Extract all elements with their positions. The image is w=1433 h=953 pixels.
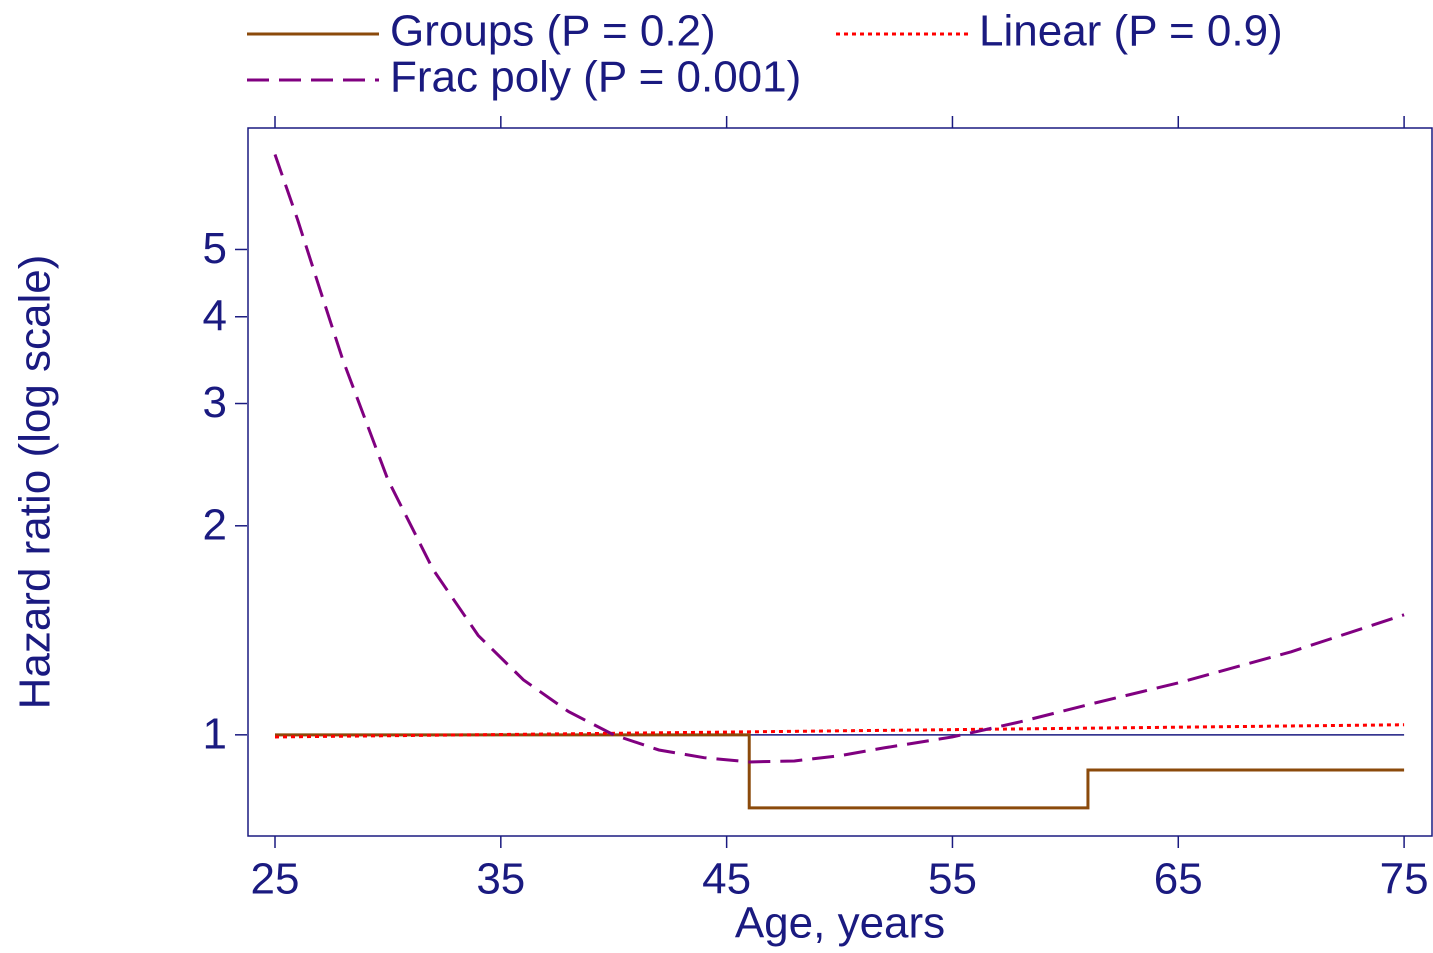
x-tick-label: 75 [1380, 855, 1429, 904]
y-tick-label: 5 [203, 224, 227, 273]
legend-label: Frac poly (P = 0.001) [390, 53, 801, 102]
plot-frame [247, 127, 1433, 837]
x-axis-label: Age, years [735, 899, 945, 948]
x-tick-label: 45 [702, 855, 751, 904]
y-tick-label: 3 [203, 378, 227, 427]
x-tick-label: 25 [251, 855, 300, 904]
y-tick-label: 4 [203, 291, 227, 340]
series-line [273, 154, 1405, 764]
x-tick-label: 65 [1154, 855, 1203, 904]
series-line [275, 733, 1405, 810]
y-tick-label: 1 [203, 709, 227, 758]
y-axis-label: Hazard ratio (log scale) [11, 255, 60, 710]
x-tick-label: 35 [476, 855, 525, 904]
y-tick-label: 2 [203, 500, 227, 549]
x-tick-label: 55 [928, 855, 977, 904]
legend-label: Groups (P = 0.2) [390, 7, 716, 56]
legend-label: Linear (P = 0.9) [979, 7, 1283, 56]
